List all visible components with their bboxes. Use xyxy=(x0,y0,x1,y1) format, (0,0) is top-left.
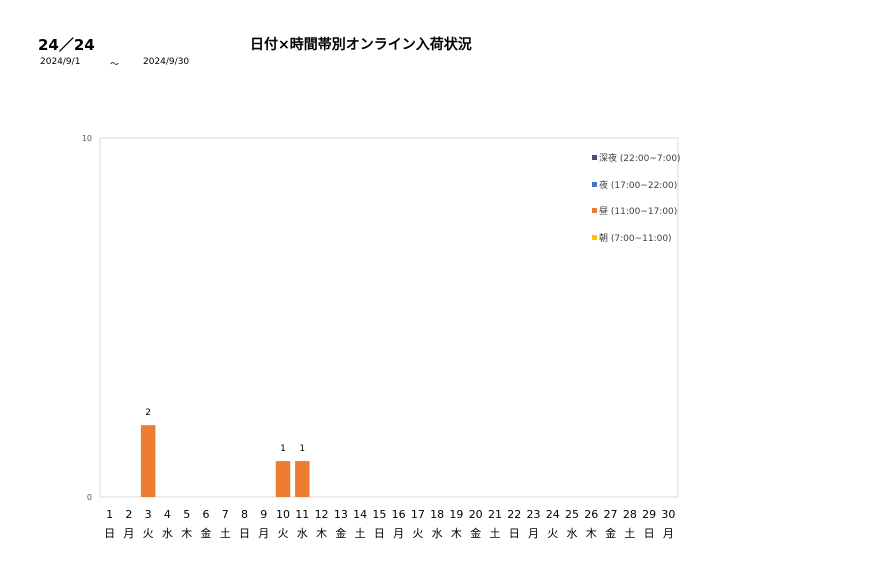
x-tick-label-day: 11 xyxy=(295,508,309,521)
x-tick-label-weekday: 土 xyxy=(489,527,500,540)
date-to: 2024/9/30 xyxy=(143,57,190,67)
x-tick-label-day: 20 xyxy=(469,508,483,521)
y-tick-label: 0 xyxy=(87,493,92,502)
bar xyxy=(275,461,291,497)
x-tick-label-weekday: 木 xyxy=(586,527,597,540)
x-tick-label-day: 9 xyxy=(260,508,267,521)
x-tick-label-day: 8 xyxy=(241,508,248,521)
x-tick-label-day: 5 xyxy=(183,508,190,521)
date-range-tilde: ～ xyxy=(110,60,120,70)
x-tick-label-weekday: 日 xyxy=(509,527,520,540)
data-label: 1 xyxy=(280,444,286,454)
x-tick-label-day: 15 xyxy=(372,508,386,521)
x-tick-label-weekday: 木 xyxy=(451,527,462,540)
chart-title: 日付×時間帯別オンライン入荷状況 xyxy=(250,37,472,53)
x-tick-label-weekday: 金 xyxy=(335,526,346,540)
x-tick-label-day: 25 xyxy=(565,508,579,521)
x-tick-label-weekday: 月 xyxy=(528,527,539,540)
x-tick-label-weekday: 火 xyxy=(412,527,423,540)
y-tick-label: 10 xyxy=(82,134,92,143)
x-tick-label-weekday: 水 xyxy=(432,527,443,540)
x-tick-label-weekday: 日 xyxy=(644,527,655,540)
x-tick-label-day: 21 xyxy=(488,508,502,521)
x-tick-label-weekday: 火 xyxy=(547,527,558,540)
x-tick-label-day: 17 xyxy=(411,508,425,521)
x-tick-label-day: 7 xyxy=(222,508,229,521)
x-tick-label-weekday: 日 xyxy=(104,527,115,540)
x-tick-label-day: 13 xyxy=(334,508,348,521)
legend-label: 夜 (17:00~22:00) xyxy=(599,179,677,191)
x-tick-label-day: 14 xyxy=(353,508,367,521)
legend-swatch xyxy=(592,155,597,160)
x-tick-label-weekday: 木 xyxy=(316,527,327,540)
bar xyxy=(140,425,156,497)
x-tick-label-weekday: 日 xyxy=(374,527,385,540)
x-tick-label-weekday: 土 xyxy=(624,527,635,540)
x-tick-label-weekday: 月 xyxy=(663,527,674,540)
x-tick-label-day: 18 xyxy=(430,508,444,521)
data-label: 2 xyxy=(145,408,151,418)
x-tick-label-weekday: 土 xyxy=(220,527,231,540)
x-tick-label-day: 29 xyxy=(642,508,656,521)
x-tick-label-weekday: 木 xyxy=(181,527,192,540)
x-tick-label-weekday: 水 xyxy=(567,527,578,540)
x-tick-label-weekday: 月 xyxy=(123,527,134,540)
x-tick-label-day: 2 xyxy=(125,508,132,521)
legend-swatch xyxy=(592,182,597,187)
x-tick-label-day: 26 xyxy=(584,508,598,521)
x-tick-label-day: 24 xyxy=(546,508,560,521)
data-label: 1 xyxy=(299,444,305,454)
x-tick-label-day: 22 xyxy=(507,508,521,521)
x-tick-label-weekday: 金 xyxy=(200,526,211,540)
x-tick-label-weekday: 日 xyxy=(239,527,250,540)
x-tick-label-day: 12 xyxy=(315,508,329,521)
x-tick-label-weekday: 月 xyxy=(393,527,404,540)
x-tick-label-weekday: 火 xyxy=(278,527,289,540)
x-tick-label-weekday: 月 xyxy=(258,527,269,540)
x-tick-label-day: 4 xyxy=(164,508,171,521)
x-tick-label-weekday: 土 xyxy=(355,527,366,540)
x-tick-label-day: 27 xyxy=(604,508,618,521)
plot-area-frame xyxy=(99,137,679,498)
x-tick-label-day: 6 xyxy=(202,508,209,521)
legend-swatch xyxy=(592,235,597,240)
x-tick-label-day: 23 xyxy=(527,508,541,521)
x-tick-label-weekday: 火 xyxy=(143,527,154,540)
sheet-code: 24／24 xyxy=(38,36,95,54)
legend-swatch xyxy=(592,208,597,213)
x-tick-label-weekday: 水 xyxy=(297,527,308,540)
date-from: 2024/9/1 xyxy=(40,57,81,67)
x-tick-label-day: 3 xyxy=(145,508,152,521)
x-tick-label-day: 30 xyxy=(661,508,675,521)
legend-label: 深夜 (22:00~7:00) xyxy=(599,152,681,164)
legend-label: 朝 (7:00~11:00) xyxy=(599,233,672,244)
x-tick-label-weekday: 水 xyxy=(162,527,173,540)
x-tick-label-day: 1 xyxy=(106,508,113,521)
legend-label: 昼 (11:00~17:00) xyxy=(599,206,677,217)
x-tick-label-day: 28 xyxy=(623,508,637,521)
x-tick-label-day: 19 xyxy=(449,508,463,521)
x-tick-label-weekday: 金 xyxy=(470,526,481,540)
x-tick-label-weekday: 金 xyxy=(605,526,616,540)
bar xyxy=(295,461,310,497)
x-tick-label-day: 10 xyxy=(276,508,290,521)
x-tick-label-day: 16 xyxy=(392,508,406,521)
